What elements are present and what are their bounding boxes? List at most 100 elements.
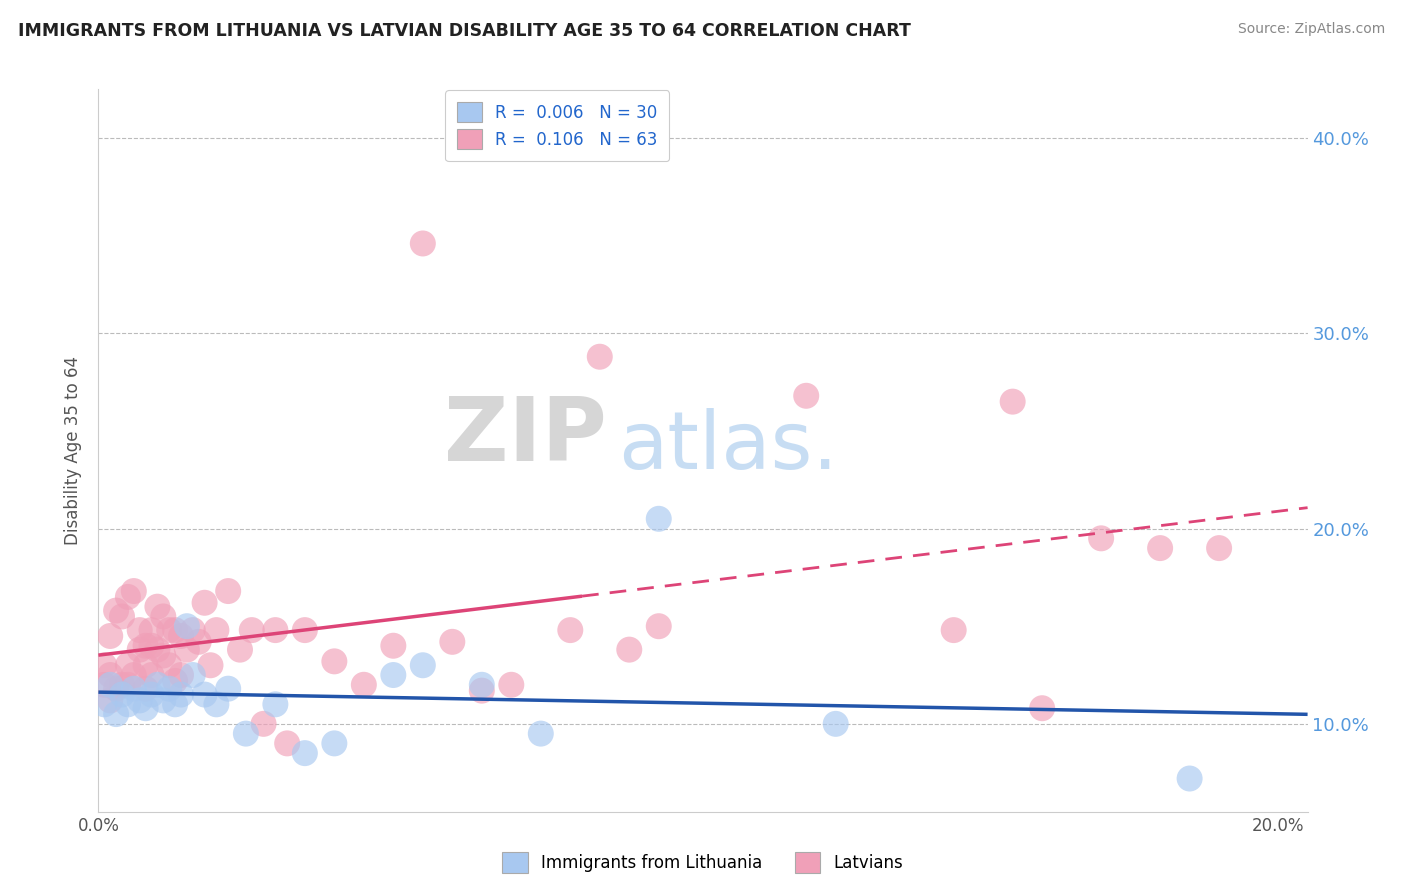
- Point: [98, 678, 121, 692]
- Point: [141, 639, 163, 653]
- Point: [1090, 532, 1112, 546]
- Point: [141, 623, 163, 637]
- Point: [1178, 772, 1201, 786]
- Point: [240, 623, 263, 637]
- Y-axis label: Disability Age 35 to 64: Disability Age 35 to 64: [65, 356, 83, 545]
- Point: [294, 623, 316, 637]
- Point: [165, 623, 187, 637]
- Point: [117, 658, 139, 673]
- Point: [501, 678, 523, 692]
- Point: [382, 668, 405, 682]
- Text: IMMIGRANTS FROM LITHUANIA VS LATVIAN DISABILITY AGE 35 TO 64 CORRELATION CHART: IMMIGRANTS FROM LITHUANIA VS LATVIAN DIS…: [18, 22, 911, 40]
- Point: [141, 668, 163, 682]
- Point: [471, 678, 494, 692]
- Point: [117, 590, 139, 604]
- Point: [135, 658, 157, 673]
- Point: [152, 693, 174, 707]
- Point: [412, 236, 434, 251]
- Point: [122, 681, 145, 696]
- Legend: R =  0.006   N = 30, R =  0.106   N = 63: R = 0.006 N = 30, R = 0.106 N = 63: [446, 90, 669, 161]
- Point: [441, 635, 464, 649]
- Point: [1208, 541, 1230, 555]
- Point: [1031, 701, 1053, 715]
- Point: [128, 693, 150, 707]
- Point: [353, 678, 375, 692]
- Point: [165, 673, 187, 688]
- Point: [111, 688, 134, 702]
- Point: [141, 688, 163, 702]
- Point: [93, 698, 115, 712]
- Text: atlas.: atlas.: [619, 408, 838, 486]
- Point: [589, 350, 612, 364]
- Point: [264, 623, 287, 637]
- Point: [93, 678, 115, 692]
- Point: [648, 512, 671, 526]
- Point: [176, 619, 198, 633]
- Text: Source: ZipAtlas.com: Source: ZipAtlas.com: [1237, 22, 1385, 37]
- Point: [252, 716, 274, 731]
- Point: [111, 609, 134, 624]
- Point: [93, 658, 115, 673]
- Point: [471, 683, 494, 698]
- Point: [235, 726, 257, 740]
- Point: [205, 623, 228, 637]
- Point: [122, 668, 145, 682]
- Legend: Immigrants from Lithuania, Latvians: Immigrants from Lithuania, Latvians: [496, 846, 910, 880]
- Point: [98, 668, 121, 682]
- Point: [942, 623, 965, 637]
- Point: [194, 688, 217, 702]
- Point: [128, 642, 150, 657]
- Point: [152, 609, 174, 624]
- Point: [105, 604, 128, 618]
- Point: [170, 688, 193, 702]
- Point: [170, 629, 193, 643]
- Point: [412, 658, 434, 673]
- Point: [294, 746, 316, 760]
- Point: [181, 623, 204, 637]
- Point: [117, 698, 139, 712]
- Point: [824, 716, 846, 731]
- Point: [217, 681, 239, 696]
- Point: [98, 629, 121, 643]
- Point: [165, 698, 187, 712]
- Point: [170, 668, 193, 682]
- Point: [105, 707, 128, 722]
- Point: [382, 639, 405, 653]
- Point: [98, 693, 121, 707]
- Point: [217, 584, 239, 599]
- Point: [1001, 394, 1024, 409]
- Point: [157, 658, 180, 673]
- Point: [323, 736, 346, 750]
- Point: [176, 642, 198, 657]
- Point: [229, 642, 252, 657]
- Point: [276, 736, 298, 750]
- Point: [187, 635, 209, 649]
- Point: [619, 642, 641, 657]
- Point: [200, 658, 222, 673]
- Point: [323, 654, 346, 668]
- Point: [152, 648, 174, 663]
- Point: [157, 623, 180, 637]
- Point: [1149, 541, 1171, 555]
- Point: [105, 681, 128, 696]
- Point: [264, 698, 287, 712]
- Point: [648, 619, 671, 633]
- Point: [122, 584, 145, 599]
- Text: ZIP: ZIP: [443, 392, 606, 480]
- Point: [135, 681, 157, 696]
- Point: [157, 681, 180, 696]
- Point: [794, 389, 817, 403]
- Point: [146, 642, 169, 657]
- Point: [530, 726, 553, 740]
- Point: [194, 596, 217, 610]
- Point: [146, 678, 169, 692]
- Point: [111, 678, 134, 692]
- Point: [117, 678, 139, 692]
- Point: [146, 599, 169, 614]
- Point: [560, 623, 582, 637]
- Point: [135, 639, 157, 653]
- Point: [128, 623, 150, 637]
- Point: [205, 698, 228, 712]
- Point: [181, 668, 204, 682]
- Point: [135, 701, 157, 715]
